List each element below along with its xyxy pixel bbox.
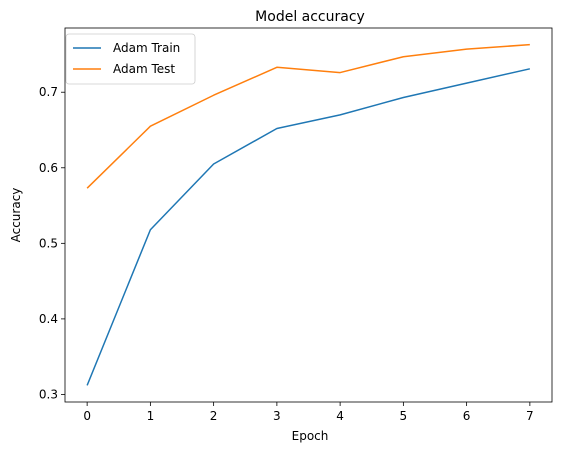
x-tick-label: 6: [463, 409, 471, 423]
y-tick-label: 0.5: [39, 236, 58, 250]
y-tick-label: 0.7: [39, 85, 58, 99]
x-tick-label: 1: [147, 409, 155, 423]
y-axis-label: Accuracy: [9, 188, 23, 243]
legend-label-adam-train: Adam Train: [113, 41, 180, 55]
x-tick-label: 0: [83, 409, 91, 423]
x-tick-label: 3: [273, 409, 281, 423]
x-tick-label: 2: [210, 409, 218, 423]
y-axis-ticks: 0.3 0.4 0.5 0.6 0.7: [39, 85, 65, 401]
legend-label-adam-test: Adam Test: [113, 62, 175, 76]
series-line-adam-test: [86, 43, 530, 189]
legend: Adam Train Adam Test: [65, 33, 196, 85]
x-tick-label: 7: [526, 409, 534, 423]
y-tick-label: 0.4: [39, 312, 58, 326]
series-lines: [86, 43, 531, 386]
x-tick-label: 4: [336, 409, 344, 423]
axes-spines: [64, 27, 553, 403]
series-line-adam-train: [86, 68, 531, 386]
y-tick-label: 0.6: [39, 161, 58, 175]
y-tick-label: 0.3: [39, 387, 58, 401]
chart-title: Model accuracy: [255, 9, 365, 25]
x-axis-ticks: 0 1 2 3 4 5 6 7: [83, 402, 534, 423]
x-tick-label: 5: [400, 409, 408, 423]
legend-box: [65, 33, 196, 85]
x-axis-label: Epoch: [292, 429, 329, 443]
